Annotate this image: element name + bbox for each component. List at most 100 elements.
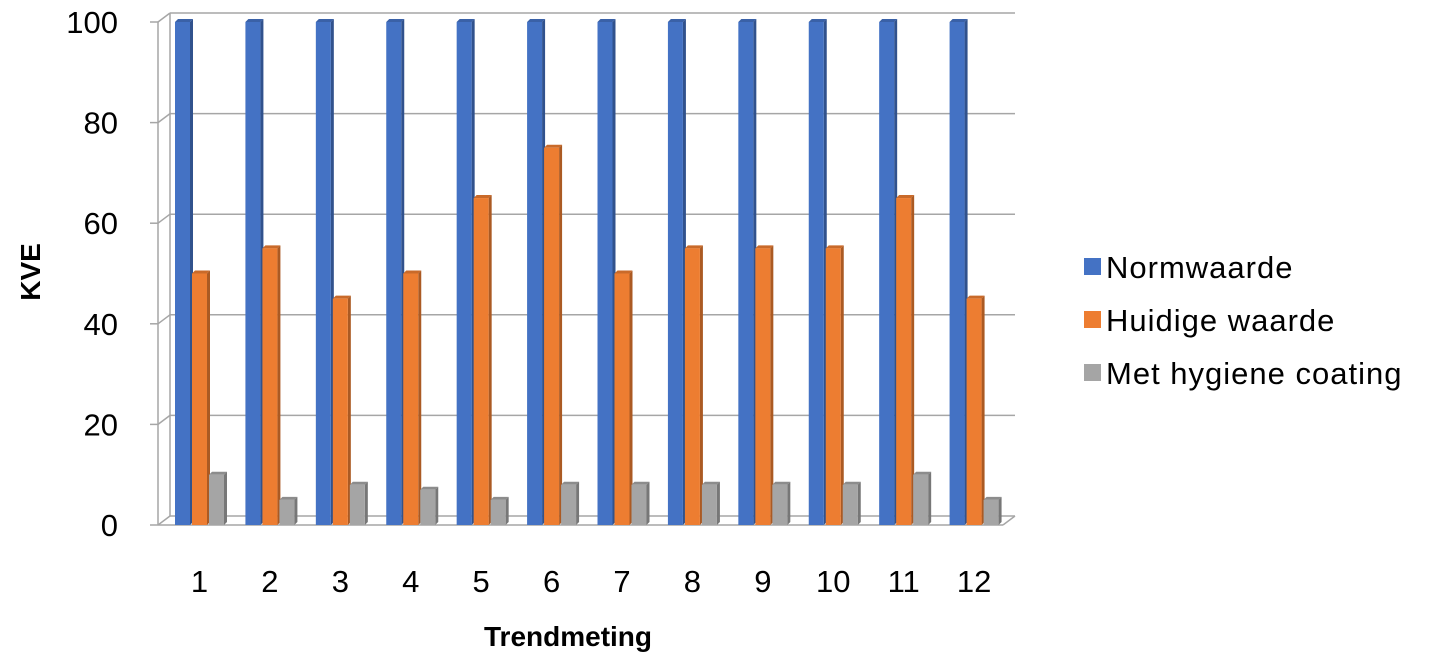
- bar-side-face: [699, 245, 703, 525]
- bar-front-face: [913, 474, 929, 525]
- legend-item: Normwaarde: [1084, 250, 1292, 285]
- bar-side-face: [840, 245, 844, 525]
- bar-huidige-waarde: [755, 245, 774, 525]
- bar-normwaarde: [175, 19, 193, 525]
- bar-top-face: [913, 471, 932, 475]
- bar-normwaarde: [667, 19, 686, 525]
- bars: [175, 19, 1002, 526]
- legend-swatch: [1084, 364, 1101, 381]
- bar-side-face: [294, 496, 298, 525]
- bar-front-face: [738, 22, 754, 525]
- x-tick-labels: 1 2 3 4 5 6 7 8 9 10 11 12: [191, 564, 991, 599]
- gridline-depth: [157, 414, 171, 425]
- y-axis-title: KVE: [15, 243, 46, 301]
- bar-top-face: [842, 481, 861, 485]
- bar-side-face: [646, 481, 650, 525]
- x-tick-label: 3: [332, 564, 349, 599]
- bar-huidige-waarde: [403, 270, 422, 525]
- bar-top-face: [561, 481, 580, 485]
- bar-side-face: [998, 496, 1002, 525]
- gridline-depth: [157, 213, 171, 224]
- bar-huidige-waarde: [825, 245, 844, 525]
- bar-front-face: [192, 273, 207, 525]
- bar-front-face: [420, 489, 436, 525]
- bar-side-face: [629, 270, 633, 525]
- bar-huidige-waarde: [896, 195, 915, 526]
- bar-met-hygiene-coating: [631, 481, 650, 525]
- bar-top-face: [315, 19, 334, 22]
- bar-top-face: [279, 496, 298, 500]
- bar-huidige-waarde: [614, 270, 633, 525]
- bar-normwaarde: [315, 19, 334, 525]
- bar-side-face: [347, 295, 351, 525]
- x-tick-label: 12: [957, 564, 991, 599]
- bar-front-face: [966, 298, 982, 525]
- bar-side-face: [488, 195, 492, 526]
- legend-item: Met hygiene coating: [1084, 356, 1402, 391]
- bar-top-face: [879, 19, 898, 22]
- bar-front-face: [701, 484, 717, 525]
- bar-normwaarde: [527, 19, 546, 525]
- bar-front-face: [527, 22, 543, 525]
- bar-front-face: [825, 248, 841, 525]
- x-tick-label: 8: [684, 564, 701, 599]
- bar-huidige-waarde: [684, 245, 703, 525]
- bar-front-face: [755, 248, 771, 525]
- bar-top-face: [262, 245, 281, 249]
- bar-front-face: [209, 474, 224, 525]
- bar-side-face: [787, 481, 791, 525]
- legend-swatch: [1084, 258, 1101, 275]
- bar-top-face: [772, 481, 791, 485]
- bar-front-face: [667, 22, 683, 525]
- bar-front-face: [544, 147, 560, 525]
- bar-top-face: [825, 245, 844, 249]
- bar-met-hygiene-coating: [279, 496, 298, 525]
- bar-normwaarde: [245, 19, 264, 525]
- bar-side-face: [716, 481, 720, 525]
- bar-side-face: [770, 245, 774, 525]
- gridline-depth: [157, 314, 171, 325]
- bar-front-face: [386, 22, 402, 525]
- x-tick-label: 9: [754, 564, 771, 599]
- bar-side-face: [576, 481, 580, 525]
- bar-front-face: [332, 298, 348, 525]
- bar-side-face: [364, 481, 368, 525]
- bar-front-face: [315, 22, 331, 525]
- bar-huidige-waarde: [966, 295, 985, 525]
- y-tick-label: 20: [84, 407, 118, 442]
- x-tick-label: 5: [473, 564, 490, 599]
- bar-met-hygiene-coating: [772, 481, 791, 525]
- bar-top-face: [192, 270, 210, 274]
- bar-side-face: [418, 270, 422, 525]
- bar-top-face: [175, 19, 193, 22]
- bar-front-face: [631, 484, 647, 525]
- bar-normwaarde: [738, 19, 757, 525]
- bar-front-face: [456, 22, 472, 525]
- legend-label: Huidige waarde: [1106, 303, 1335, 338]
- bar-top-face: [403, 270, 422, 274]
- bar-front-face: [561, 484, 577, 525]
- x-tick-label: 1: [191, 564, 208, 599]
- bar-met-hygiene-coating: [983, 496, 1002, 525]
- bar-normwaarde: [949, 19, 968, 525]
- x-tick-label: 6: [543, 564, 560, 599]
- bar-front-face: [983, 499, 999, 525]
- gridline-depth: [157, 112, 171, 124]
- bar-front-face: [490, 499, 506, 525]
- bar-top-face: [896, 195, 915, 199]
- bar-huidige-waarde: [332, 295, 351, 525]
- y-tick-label: 40: [84, 307, 118, 342]
- bar-normwaarde: [879, 19, 898, 525]
- legend-label: Met hygiene coating: [1106, 356, 1402, 391]
- bar-top-face: [949, 19, 968, 22]
- bar-front-face: [896, 198, 912, 526]
- bar-top-face: [209, 471, 227, 475]
- bar-top-face: [631, 481, 650, 485]
- bar-side-face: [207, 270, 210, 525]
- bar-front-face: [614, 273, 630, 525]
- bar-top-face: [245, 19, 264, 22]
- bar-top-face: [420, 486, 439, 490]
- bar-side-face: [911, 195, 915, 526]
- x-tick-label: 11: [888, 564, 920, 599]
